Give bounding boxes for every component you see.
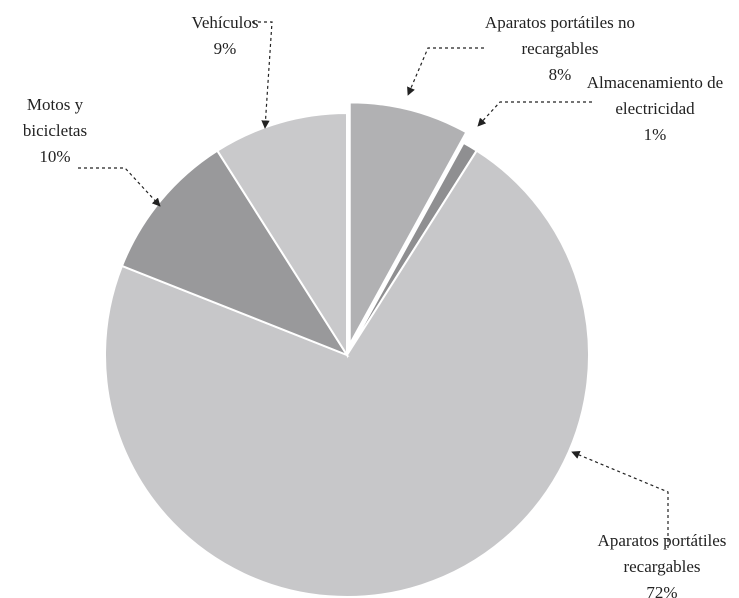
- pie-slice: [348, 101, 468, 345]
- percent-label: 72%: [646, 583, 678, 598]
- percent-label: 9%: [213, 39, 237, 58]
- slices: [104, 101, 590, 598]
- leader-arrow: [78, 167, 161, 207]
- pie-slice: [215, 111, 348, 359]
- category-name: Aparatos portátiles recargables: [597, 531, 727, 576]
- percent-label: 1%: [643, 125, 667, 144]
- slice-label: Motos y bicicletas 10%: [10, 92, 100, 170]
- pie-slice: [104, 149, 590, 598]
- leader-arrow: [252, 21, 273, 129]
- slice-label: Almacenamiento de electricidad 1%: [580, 70, 730, 148]
- slice-label: Aparatos portátiles no recargables 8%: [473, 10, 648, 88]
- slice-label: Vehículos 9%: [165, 10, 285, 62]
- leader-arrow: [477, 101, 592, 127]
- percent-label: 10%: [39, 147, 71, 166]
- leader-arrow: [407, 47, 484, 96]
- category-name: Vehículos: [191, 13, 259, 32]
- category-name: Almacenamiento de electricidad: [586, 73, 724, 118]
- category-name: Aparatos portátiles no recargables: [484, 13, 636, 58]
- slice-label: Aparatos portátiles recargables 72%: [577, 528, 739, 598]
- leader-arrow: [571, 451, 669, 548]
- category-name: Motos y bicicletas: [22, 95, 88, 140]
- percent-label: 8%: [548, 65, 572, 84]
